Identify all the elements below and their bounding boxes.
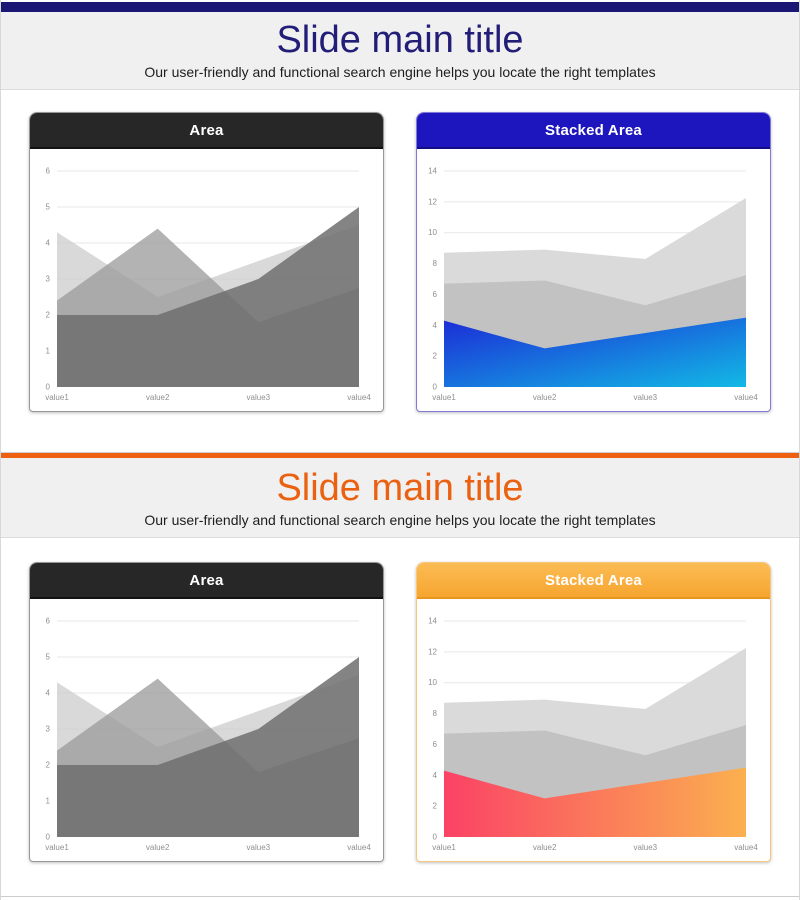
area-card-header: Area bbox=[30, 563, 383, 599]
y-axis-tick-label: 14 bbox=[428, 167, 437, 176]
y-axis-tick-label: 12 bbox=[428, 647, 437, 656]
area-chart-body: 0 1 2 3 4 5 6 value1 value2 value3 value4 bbox=[30, 149, 383, 411]
y-axis-tick-label: 1 bbox=[46, 347, 51, 356]
y-axis-tick-label: 4 bbox=[433, 321, 438, 330]
y-axis-tick-label: 1 bbox=[46, 797, 51, 806]
slide-1-title-band: Slide main title Our user-friendly and f… bbox=[1, 12, 799, 90]
x-axis-tick-label: value4 bbox=[347, 843, 371, 852]
x-axis-tick-label: value1 bbox=[45, 393, 69, 402]
x-axis-tick-label: value2 bbox=[533, 843, 557, 852]
y-axis-tick-label: 2 bbox=[46, 761, 51, 770]
area-series bbox=[444, 317, 746, 387]
top-accent-bar bbox=[1, 2, 799, 12]
slide-2-title-band: Slide main title Our user-friendly and f… bbox=[1, 458, 799, 538]
x-axis-tick-label: value1 bbox=[45, 843, 69, 852]
area-series bbox=[57, 207, 359, 387]
stacked-area-chart-svg: 0 2 4 6 8 10 12 14 value1 value2 value3 value4 bbox=[428, 167, 758, 403]
x-axis-tick-label: value3 bbox=[247, 843, 271, 852]
y-axis-tick-label: 0 bbox=[46, 833, 51, 842]
y-axis-tick-label: 10 bbox=[428, 678, 437, 687]
y-axis-tick-label: 4 bbox=[46, 689, 51, 698]
y-axis-tick-label: 2 bbox=[433, 352, 438, 361]
page-bottom-border bbox=[1, 896, 799, 900]
y-axis-tick-label: 6 bbox=[46, 167, 51, 176]
x-axis-tick-label: value1 bbox=[432, 843, 456, 852]
y-axis-tick-label: 2 bbox=[46, 311, 51, 320]
stacked-area-card-header: Stacked Area bbox=[417, 563, 770, 599]
x-axis-tick-label: value2 bbox=[533, 393, 557, 402]
area-chart-card: Area 0 1 2 3 4 5 6 value1 value2 value3 value4 bbox=[29, 562, 384, 862]
y-axis-tick-label: 14 bbox=[428, 617, 437, 626]
y-axis-tick-label: 6 bbox=[433, 290, 438, 299]
area-card-title: Area bbox=[189, 571, 224, 589]
y-axis-tick-label: 8 bbox=[433, 259, 438, 268]
slide-1-subtitle: Our user-friendly and functional search … bbox=[144, 64, 656, 80]
y-axis-tick-label: 2 bbox=[433, 802, 438, 811]
x-axis-tick-label: value3 bbox=[634, 393, 658, 402]
x-axis-tick-label: value2 bbox=[146, 393, 170, 402]
y-axis-tick-label: 3 bbox=[46, 275, 51, 284]
area-series bbox=[57, 657, 359, 837]
y-axis-tick-label: 6 bbox=[433, 740, 438, 749]
slide-2-main-title: Slide main title bbox=[276, 467, 524, 509]
slide-1: Slide main title Our user-friendly and f… bbox=[1, 12, 799, 452]
stacked-area-chart-svg: 0 2 4 6 8 10 12 14 value1 value2 value3 value4 bbox=[428, 617, 758, 853]
stacked-area-card-header: Stacked Area bbox=[417, 113, 770, 149]
x-axis-tick-label: value4 bbox=[734, 393, 758, 402]
y-axis-tick-label: 12 bbox=[428, 197, 437, 206]
x-axis-tick-label: value4 bbox=[734, 843, 758, 852]
y-axis-tick-label: 10 bbox=[428, 228, 437, 237]
slide-2-subtitle: Our user-friendly and functional search … bbox=[144, 512, 656, 528]
area-card-header: Area bbox=[30, 113, 383, 149]
stacked-area-chart-card: Stacked Area 0 2 4 6 8 10 12 14 value1 value2 valu… bbox=[416, 112, 771, 412]
stacked-area-card-title: Stacked Area bbox=[545, 121, 642, 139]
y-axis-tick-label: 0 bbox=[46, 383, 51, 392]
y-axis-tick-label: 0 bbox=[433, 383, 438, 392]
area-card-title: Area bbox=[189, 121, 224, 139]
slide-2: Slide main title Our user-friendly and f… bbox=[1, 458, 799, 896]
stacked-area-card-title: Stacked Area bbox=[545, 571, 642, 589]
area-chart-card: Area 0 1 2 3 4 5 6 value1 value2 value3 value4 bbox=[29, 112, 384, 412]
y-axis-tick-label: 5 bbox=[46, 653, 51, 662]
stacked-area-chart-body: 0 2 4 6 8 10 12 14 value1 value2 value3 value4 bbox=[417, 149, 770, 411]
y-axis-tick-label: 0 bbox=[433, 833, 438, 842]
stacked-area-chart-body: 0 2 4 6 8 10 12 14 value1 value2 value3 value4 bbox=[417, 599, 770, 861]
x-axis-tick-label: value1 bbox=[432, 393, 456, 402]
slide-2-content: Area 0 1 2 3 4 5 6 value1 value2 value3 value4 Sta… bbox=[1, 538, 799, 896]
area-series bbox=[444, 767, 746, 837]
x-axis-tick-label: value2 bbox=[146, 843, 170, 852]
x-axis-tick-label: value3 bbox=[634, 843, 658, 852]
y-axis-tick-label: 4 bbox=[433, 771, 438, 780]
x-axis-tick-label: value3 bbox=[247, 393, 271, 402]
y-axis-tick-label: 8 bbox=[433, 709, 438, 718]
y-axis-tick-label: 5 bbox=[46, 203, 51, 212]
orange-divider-bar bbox=[1, 452, 799, 458]
slide-1-main-title: Slide main title bbox=[276, 19, 524, 61]
top-white-gap bbox=[1, 0, 799, 2]
y-axis-tick-label: 3 bbox=[46, 725, 51, 734]
stacked-area-chart-card: Stacked Area 0 2 4 6 8 10 12 14 value1 value2 valu… bbox=[416, 562, 771, 862]
y-axis-tick-label: 6 bbox=[46, 617, 51, 626]
area-chart-svg: 0 1 2 3 4 5 6 value1 value2 value3 value4 bbox=[45, 617, 371, 853]
area-chart-body: 0 1 2 3 4 5 6 value1 value2 value3 value4 bbox=[30, 599, 383, 861]
y-axis-tick-label: 4 bbox=[46, 239, 51, 248]
area-chart-svg: 0 1 2 3 4 5 6 value1 value2 value3 value4 bbox=[45, 167, 371, 403]
x-axis-tick-label: value4 bbox=[347, 393, 371, 402]
slide-1-content: Area 0 1 2 3 4 5 6 value1 value2 value3 value4 Sta… bbox=[1, 90, 799, 452]
